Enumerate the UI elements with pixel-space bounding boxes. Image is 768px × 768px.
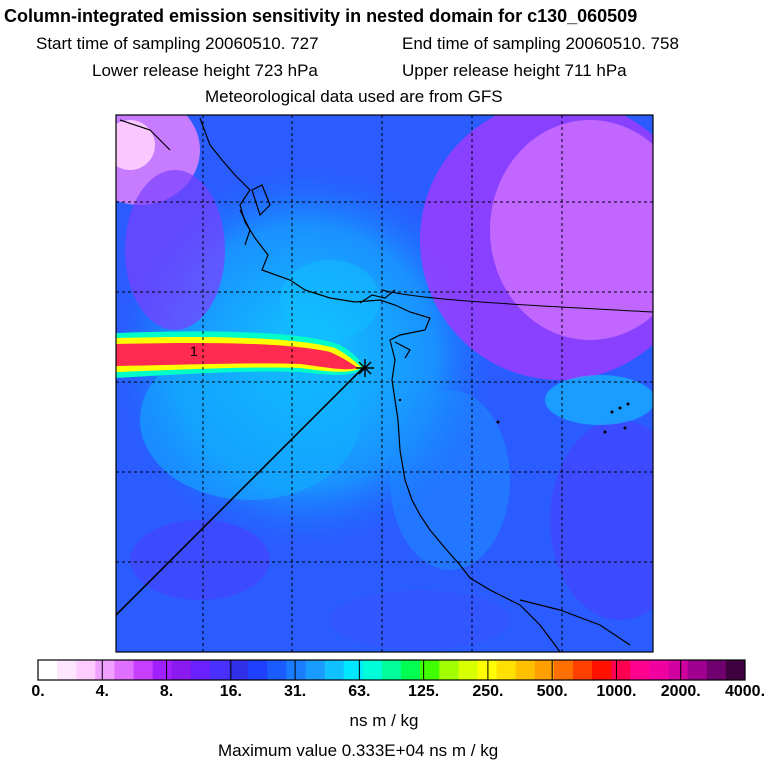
colorbar-cell: [133, 660, 154, 680]
colorbar-cell: [439, 660, 459, 680]
colorbar-tick-label: 125.: [408, 683, 440, 700]
colorbar-cell: [534, 660, 555, 680]
colorbar-cell: [630, 660, 650, 680]
colorbar-tick-label: 16.: [219, 683, 242, 700]
colorbar-cell: [229, 660, 249, 680]
colorbar-tick-label: 2000.: [660, 683, 701, 700]
colorbar-cell: [114, 660, 135, 680]
colorbar-cell: [401, 660, 421, 680]
colorbar-cell: [324, 660, 345, 680]
colorbar-cell: [706, 660, 727, 680]
colorbar-cell: [458, 660, 478, 680]
colorbar-tick-label: 0.: [31, 683, 45, 700]
colorbar-cell: [171, 660, 192, 680]
colorbar-cell: [38, 660, 58, 680]
colorbar-cell: [592, 660, 612, 680]
start-time-label: Start time of sampling 20060510. 727: [36, 34, 319, 53]
colorbar-cell: [515, 660, 536, 680]
colorbar-cell: [496, 660, 517, 680]
max-value-label: Maximum value 0.333E+04 ns m / kg: [218, 741, 499, 760]
met-data-label: Meteorological data used are from GFS: [205, 87, 503, 106]
colorbar-tick-label: 63.: [348, 683, 371, 700]
colorbar-tick-label: 4000.: [724, 683, 766, 700]
colorbar-cell: [305, 660, 326, 680]
colorbar-tick-label: 1000.: [596, 683, 637, 700]
colorbar-cell: [725, 660, 746, 680]
colorbar-cell: [687, 660, 708, 680]
colorbar-cell: [477, 660, 498, 680]
colorbar-frame: [37, 659, 746, 681]
colorbar-unit-label: ns m / kg: [349, 711, 419, 730]
lower-height-label: Lower release height 723 hPa: [92, 61, 318, 80]
colorbar-cell: [381, 660, 402, 680]
colorbar-cell: [420, 660, 440, 680]
plume-label: 1: [190, 343, 198, 359]
colorbar-cell: [649, 660, 670, 680]
colorbar-tick-label: 8.: [159, 683, 174, 700]
colorbar-tick-label: 4.: [95, 683, 109, 700]
plot-title: Column-integrated emission sensitivity i…: [4, 6, 638, 26]
colorbar-cell: [152, 660, 173, 680]
colorbar-cell: [553, 660, 574, 680]
colorbar-cell: [611, 660, 631, 680]
star-icon: [356, 359, 374, 377]
colorbar-cell: [248, 660, 268, 680]
colorbar-cell: [668, 660, 689, 680]
colorbar-cell: [190, 660, 211, 680]
colorbar-cell: [286, 660, 307, 680]
map-frame: [115, 114, 654, 653]
colorbar-tick-label: 31.: [283, 683, 307, 700]
colorbar-tick-label: 250.: [472, 683, 504, 700]
colorbar-cell: [362, 660, 383, 680]
colorbar-cell: [209, 660, 230, 680]
plume-core: [116, 342, 358, 370]
trajectory-line: [115, 366, 365, 616]
colorbar-cell: [343, 660, 364, 680]
colorbar-cell: [76, 660, 96, 680]
colorbar-cell: [95, 660, 115, 680]
colorbar-tick-label: 500.: [536, 683, 568, 700]
colorbar-cell: [57, 660, 77, 680]
colorbar-cell: [267, 660, 287, 680]
colorbar-cell: [573, 660, 593, 680]
end-time-label: End time of sampling 20060510. 758: [402, 34, 679, 53]
upper-height-label: Upper release height 711 hPa: [402, 61, 627, 80]
coastline: [119, 117, 631, 652]
